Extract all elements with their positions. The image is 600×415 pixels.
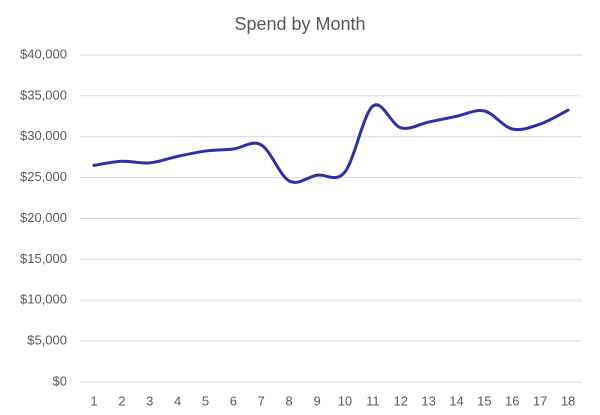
x-tick-label: 11 xyxy=(366,393,380,408)
y-tick-label: $5,000 xyxy=(27,333,67,348)
x-tick-label: 10 xyxy=(338,393,352,408)
y-tick-label: $25,000 xyxy=(20,169,67,184)
y-tick-label: $15,000 xyxy=(20,251,67,266)
x-tick-label: 18 xyxy=(561,393,575,408)
x-tick-label: 16 xyxy=(505,393,519,408)
y-tick-label: $40,000 xyxy=(20,46,67,61)
y-tick-label: $20,000 xyxy=(20,210,67,225)
x-tick-label: 4 xyxy=(174,393,181,408)
x-tick-label: 13 xyxy=(421,393,435,408)
chart-title: Spend by Month xyxy=(234,14,365,34)
x-tick-label: 3 xyxy=(146,393,153,408)
x-tick-label: 2 xyxy=(118,393,125,408)
x-tick-label: 15 xyxy=(477,393,491,408)
y-tick-label: $35,000 xyxy=(20,87,67,102)
y-tick-label: $30,000 xyxy=(20,128,67,143)
x-tick-label: 12 xyxy=(393,393,407,408)
x-tick-label: 17 xyxy=(533,393,547,408)
x-tick-label: 5 xyxy=(202,393,209,408)
y-tick-label: $10,000 xyxy=(20,292,67,307)
x-tick-label: 7 xyxy=(258,393,265,408)
x-tick-label: 14 xyxy=(449,393,463,408)
x-tick-label: 9 xyxy=(313,393,320,408)
x-tick-label: 1 xyxy=(90,393,97,408)
x-tick-label: 6 xyxy=(230,393,237,408)
x-tick-label: 8 xyxy=(286,393,293,408)
y-tick-label: $0 xyxy=(53,373,67,388)
line-series xyxy=(92,103,570,184)
